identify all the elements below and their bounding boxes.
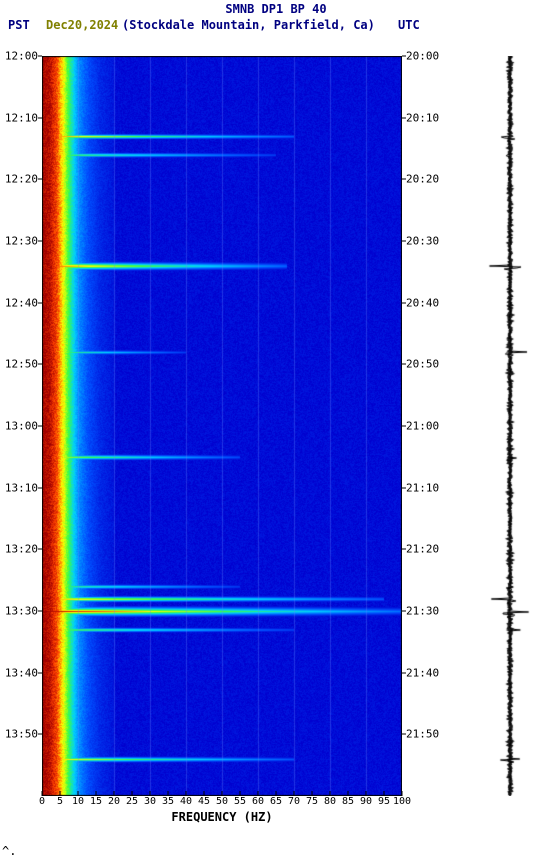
y-tick-right: 20:30: [406, 235, 439, 248]
y-tick-left: 13:20: [5, 543, 38, 556]
x-tick: 5: [57, 796, 63, 807]
x-tick: 45: [198, 796, 210, 807]
spectrogram-canvas: [42, 56, 402, 796]
y-tick-left: 12:00: [5, 50, 38, 63]
y-tick-right: 21:20: [406, 543, 439, 556]
x-tick: 60: [252, 796, 264, 807]
y-tick-left: 13:40: [5, 666, 38, 679]
y-tick-right: 20:40: [406, 296, 439, 309]
x-tick: 65: [270, 796, 282, 807]
x-tick: 75: [306, 796, 318, 807]
x-tick: 30: [144, 796, 156, 807]
y-tick-right: 21:10: [406, 481, 439, 494]
seismogram-trace: [480, 56, 540, 796]
y-tick-right: 21:00: [406, 420, 439, 433]
y-tick-left: 12:50: [5, 358, 38, 371]
x-axis-label: FREQUENCY (HZ): [42, 810, 402, 824]
x-tick: 25: [126, 796, 138, 807]
y-tick-right: 20:00: [406, 50, 439, 63]
seismogram-canvas: [480, 56, 540, 796]
y-tick-left: 13:30: [5, 605, 38, 618]
y-tick-left: 12:10: [5, 111, 38, 124]
x-tick: 35: [162, 796, 174, 807]
y-tick-left: 13:00: [5, 420, 38, 433]
x-tick: 50: [216, 796, 228, 807]
x-tick: 10: [72, 796, 84, 807]
date-label: Dec20,2024: [46, 18, 118, 32]
y-tick-right: 20:20: [406, 173, 439, 186]
x-tick: 15: [90, 796, 102, 807]
y-tick-left: 12:20: [5, 173, 38, 186]
x-tick: 55: [234, 796, 246, 807]
x-tick: 100: [393, 796, 411, 807]
y-tick-right: 21:40: [406, 666, 439, 679]
y-tick-left: 12:30: [5, 235, 38, 248]
plot-title: SMNB DP1 BP 40: [0, 2, 552, 16]
footer-mark: ^.: [2, 844, 16, 858]
y-tick-left: 12:40: [5, 296, 38, 309]
y-tick-left: 13:50: [5, 728, 38, 741]
location-label: (Stockdale Mountain, Parkfield, Ca): [122, 18, 375, 32]
utc-label: UTC: [398, 18, 420, 32]
x-tick: 95: [378, 796, 390, 807]
x-tick: 80: [324, 796, 336, 807]
y-tick-right: 20:10: [406, 111, 439, 124]
y-tick-left: 13:10: [5, 481, 38, 494]
x-tick: 85: [342, 796, 354, 807]
spectrogram-plot: 12:0012:1012:2012:3012:4012:5013:0013:10…: [42, 56, 402, 796]
x-tick: 90: [360, 796, 372, 807]
x-tick: 0: [39, 796, 45, 807]
x-tick: 40: [180, 796, 192, 807]
pst-label: PST: [8, 18, 30, 32]
y-tick-right: 20:50: [406, 358, 439, 371]
x-tick: 20: [108, 796, 120, 807]
x-tick: 70: [288, 796, 300, 807]
y-tick-right: 21:50: [406, 728, 439, 741]
y-tick-right: 21:30: [406, 605, 439, 618]
